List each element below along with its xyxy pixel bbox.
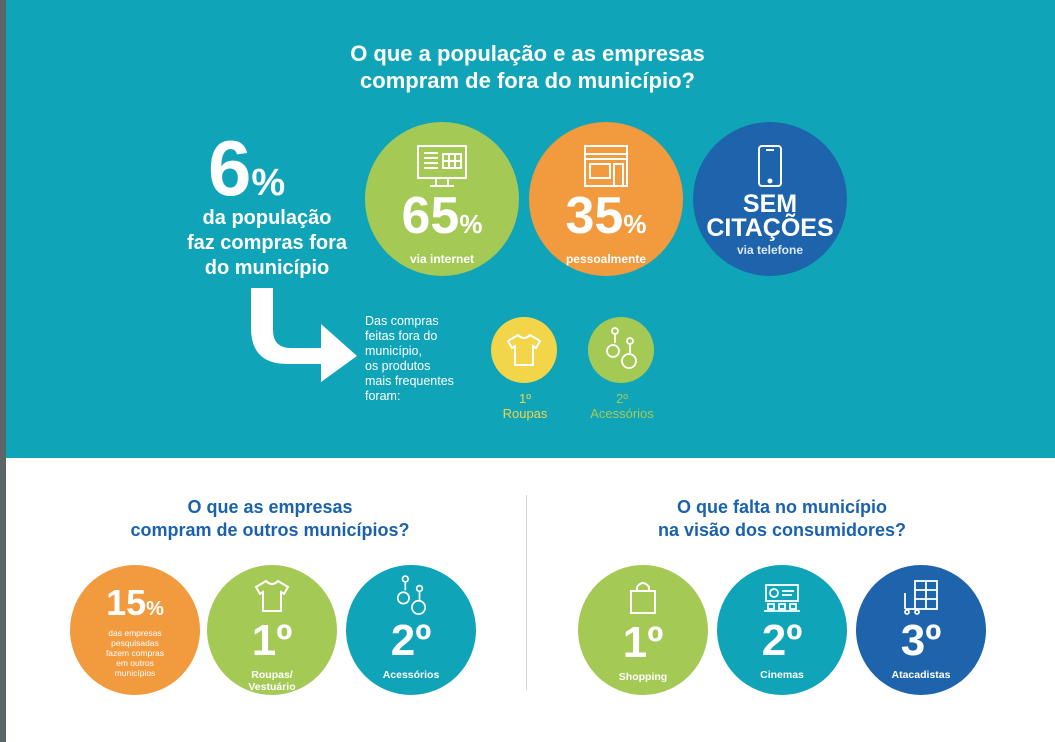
channel-internet-circle: 65% via internet [365, 122, 519, 276]
missing-item-2-circle: 2º Cinemas [717, 565, 847, 695]
computer-store-icon [416, 144, 468, 188]
missing-title: O que falta no município na visão dos co… [612, 496, 952, 542]
products-intro-line: município, [365, 344, 422, 358]
missing-item-1-label: Shopping [618, 671, 668, 683]
companies-stat-text-line: das empresas [108, 628, 162, 638]
product-1-circle [491, 317, 557, 383]
population-text-line2: faz compras fora [186, 232, 348, 254]
companies-item-2-rank: 2º [390, 616, 432, 665]
companies-stat-text: das empresas pesquisadas fazem compras e… [106, 628, 164, 678]
left-edge-bar [0, 0, 6, 742]
product-2-rank-label: 2º Acessórios [586, 391, 658, 421]
products-intro-line: mais frequentes [365, 374, 454, 388]
main-title: O que a população e as empresas compram … [0, 40, 1055, 94]
main-title-line1: O que a população e as empresas [350, 41, 705, 66]
companies-stat-text-line: pesquisadas [111, 638, 159, 648]
companies-title-line2: compram de outros municípios? [130, 520, 410, 540]
products-intro-line: foram: [365, 389, 401, 403]
channel-internet-value: 65 [401, 187, 460, 245]
channel-in-person-circle: 35% pessoalmente [529, 122, 683, 276]
missing-item-2-rank: 2º [761, 616, 803, 665]
companies-stat-text-line: fazem compras [105, 648, 165, 658]
missing-item-1-rank: 1º [622, 618, 664, 667]
missing-item-3-label: Atacadistas [891, 669, 951, 681]
product-1-rank-label: 1º Roupas [490, 391, 560, 421]
population-percent: 6% [208, 128, 285, 223]
companies-stat-value: 15 [106, 582, 147, 623]
shirt-icon [254, 579, 290, 613]
channel-phone-value-line1: SEM [742, 190, 798, 218]
products-intro-line: os produtos [365, 359, 431, 373]
products-intro-line: feitas fora do [365, 329, 438, 343]
product-2-circle [588, 317, 654, 383]
companies-item-2-circle: 2º Acessórios [346, 565, 476, 695]
missing-item-3-rank: 3º [900, 616, 942, 665]
companies-item-1-circle: 1º Roupas/ Vestuário [207, 565, 337, 695]
channel-in-person-label: pessoalmente [565, 252, 647, 266]
companies-stat-circle: 15% das empresas pesquisadas fazem compr… [70, 565, 200, 695]
missing-item-3-circle: 3º Atacadistas [856, 565, 986, 695]
channel-phone-label: via telefone [736, 243, 804, 257]
storefront-icon [582, 144, 630, 188]
missing-item-2-label: Cinemas [760, 669, 804, 681]
missing-title-line2: na visão dos consumidores? [657, 520, 907, 540]
arrow-down-right-icon [245, 288, 357, 387]
product-2-label: Acessórios [590, 406, 654, 421]
product-2-rank: 2º [616, 391, 628, 406]
channel-in-person-value: 35 [565, 187, 624, 245]
earrings-icon [393, 575, 429, 619]
shopping-bag-icon [628, 581, 658, 615]
population-text-line3: do município [204, 257, 330, 279]
companies-item-1-label-line2: Vestuário [248, 681, 296, 693]
population-percent-sign: % [251, 162, 286, 204]
companies-title-line1: O que as empresas [187, 497, 353, 517]
product-1-label: Roupas [502, 406, 548, 421]
phone-icon [757, 144, 783, 188]
cinema-icon [762, 583, 802, 613]
companies-item-2-label: Acessórios [382, 669, 440, 681]
companies-item-1-label-line1: Roupas/ [251, 669, 293, 681]
shirt-icon [506, 333, 542, 367]
earrings-icon [602, 327, 640, 373]
companies-item-1-rank: 1º [251, 616, 293, 665]
products-intro-line: Das compras [365, 314, 439, 328]
population-percent-value: 6 [208, 124, 252, 212]
population-text-line1: da população [202, 207, 332, 229]
companies-stat-text-line: municípios [114, 668, 156, 678]
channel-phone-value-line2: CITAÇÕES [706, 214, 834, 242]
channel-phone-circle: SEM CITAÇÕES via telefone [693, 122, 847, 276]
channel-internet-percent: % [459, 209, 483, 239]
channel-in-person-percent: % [623, 209, 647, 239]
warehouse-icon [901, 579, 941, 615]
companies-stat-percent: % [146, 598, 164, 620]
missing-title-line1: O que falta no município [676, 497, 887, 517]
companies-title: O que as empresas compram de outros muni… [100, 496, 440, 542]
section-divider [526, 495, 527, 690]
products-intro: Das compras feitas fora do município, os… [365, 314, 475, 404]
product-1-rank: 1º [519, 391, 531, 406]
missing-item-1-circle: 1º Shopping [578, 565, 708, 695]
main-title-line2: compram de fora do município? [360, 68, 695, 93]
population-text: da população faz compras fora do municíp… [172, 206, 362, 281]
companies-stat-text-line: em outros [116, 658, 154, 668]
channel-internet-label: via internet [409, 252, 475, 266]
